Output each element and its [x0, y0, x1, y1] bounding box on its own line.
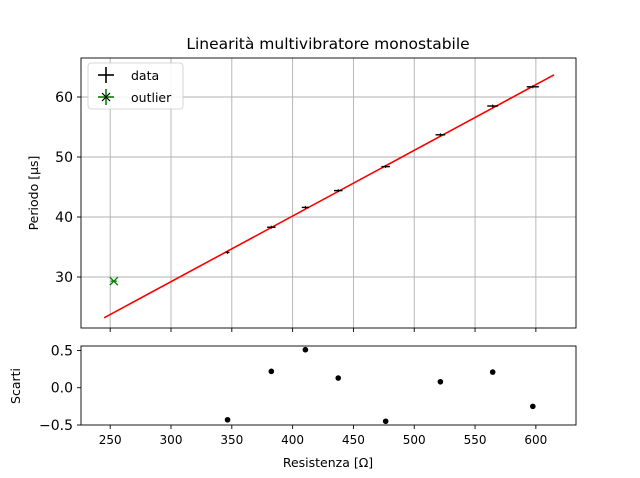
- residual-point: [302, 346, 309, 353]
- x-tick-label: 450: [342, 433, 365, 447]
- main-y-tick-label: 30: [55, 270, 73, 286]
- x-tick-label: 350: [220, 433, 243, 447]
- x-tick-label: 600: [524, 433, 547, 447]
- main-y-tick-label: 60: [55, 90, 73, 106]
- residuals-plot: −0.5 0.0 0.5 250 300 350 400 450 500 550 600 Scar…: [8, 343, 577, 470]
- residual-point: [437, 378, 444, 385]
- residual-point: [335, 375, 342, 381]
- legend-label-outlier: outlier: [131, 90, 172, 105]
- main-plot: Linearità multivibratore monostabile 30 4…: [26, 35, 577, 332]
- legend-marker-outlier: [98, 89, 114, 105]
- legend-label-data: data: [131, 68, 159, 83]
- main-marks: [103, 74, 555, 319]
- residual-y-tick-label: 0.0: [51, 381, 73, 397]
- residual-x-ticks: 250 300 350 400 450 500 550 600: [99, 425, 547, 447]
- residual-point: [382, 418, 389, 425]
- residuals-axes-frame: [80, 345, 577, 426]
- residual-y-tick-label: −0.5: [39, 418, 73, 434]
- x-tick-label: 300: [160, 433, 183, 447]
- x-axis-label: Resistenza [Ω]: [283, 455, 373, 470]
- x-tick-label: 250: [99, 433, 122, 447]
- main-axes-frame: [80, 57, 577, 329]
- main-y-tick-label: 40: [55, 210, 73, 226]
- x-tick-label: 500: [403, 433, 426, 447]
- main-y-tick-label: 50: [55, 150, 73, 166]
- residuals-y-axis-label: Scarti: [8, 368, 23, 404]
- residual-point: [489, 369, 496, 375]
- main-grid: [81, 58, 576, 328]
- x-tick-label: 400: [281, 433, 304, 447]
- residual-y-tick-label: 0.5: [51, 343, 73, 359]
- fit-line: [103, 74, 555, 319]
- residual-marks: [224, 346, 536, 425]
- main-y-ticks: 30 40 50 60: [55, 90, 81, 286]
- chart-title: Linearità multivibratore monostabile: [186, 35, 469, 53]
- legend: data outlier: [87, 62, 184, 110]
- residual-point: [530, 403, 536, 410]
- residual-point: [268, 368, 275, 375]
- residual-y-ticks: −0.5 0.0 0.5: [39, 343, 81, 434]
- main-y-axis-label: Periodo [μs]: [26, 156, 41, 231]
- main-x-ticks: [109, 328, 537, 332]
- x-tick-label: 550: [464, 433, 487, 447]
- legend-marker-data: [98, 67, 114, 83]
- residual-point: [224, 416, 231, 423]
